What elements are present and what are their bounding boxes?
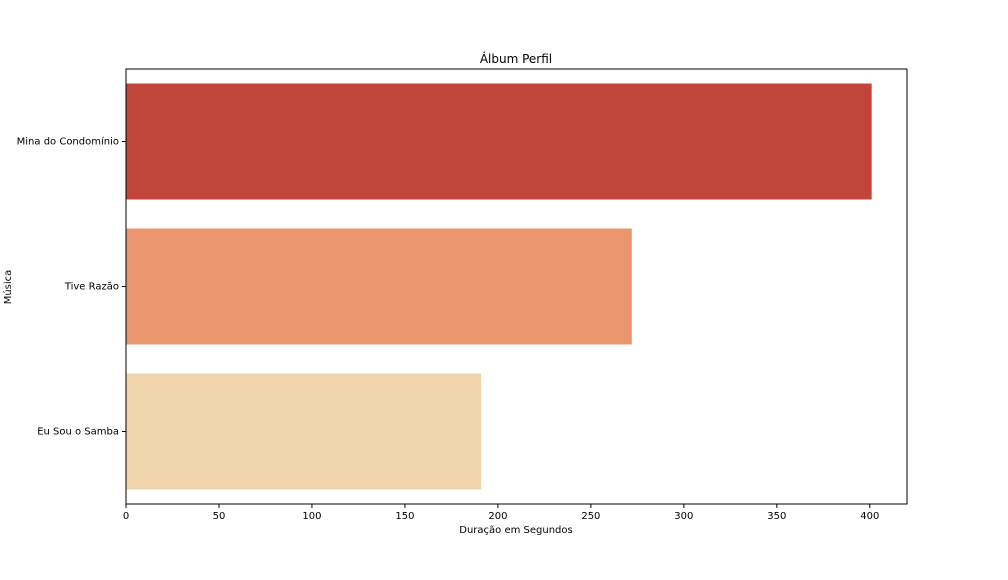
y-axis-ticks: Mina do Condomínio Tive Razão Eu Sou o Sam… bbox=[17, 136, 126, 438]
x-tick-label: 300 bbox=[674, 511, 693, 522]
x-tick-label: 350 bbox=[767, 511, 786, 522]
bar-tive-razao bbox=[126, 228, 632, 345]
bar-mina-do-condominio bbox=[126, 83, 872, 200]
y-tick-label: Eu Sou o Samba bbox=[37, 427, 119, 438]
x-axis-ticks: 0 50 100 150 200 250 300 350 400 bbox=[123, 504, 879, 522]
y-tick-label: Mina do Condomínio bbox=[17, 136, 119, 148]
x-tick-label: 150 bbox=[395, 511, 414, 522]
x-tick-label: 50 bbox=[213, 511, 226, 522]
chart-title: Álbum Perfil bbox=[480, 51, 552, 66]
x-axis-label: Duração em Segundos bbox=[459, 525, 572, 536]
x-tick-label: 0 bbox=[123, 511, 129, 522]
x-tick-label: 100 bbox=[302, 511, 321, 522]
y-axis-label: Música bbox=[2, 270, 14, 305]
bars-group bbox=[126, 83, 872, 490]
x-tick-label: 250 bbox=[581, 511, 600, 522]
bar-eu-sou-o-samba bbox=[126, 373, 482, 490]
x-tick-label: 400 bbox=[860, 511, 879, 522]
x-tick-label: 200 bbox=[488, 511, 507, 522]
y-tick-label: Tive Razão bbox=[64, 282, 119, 293]
